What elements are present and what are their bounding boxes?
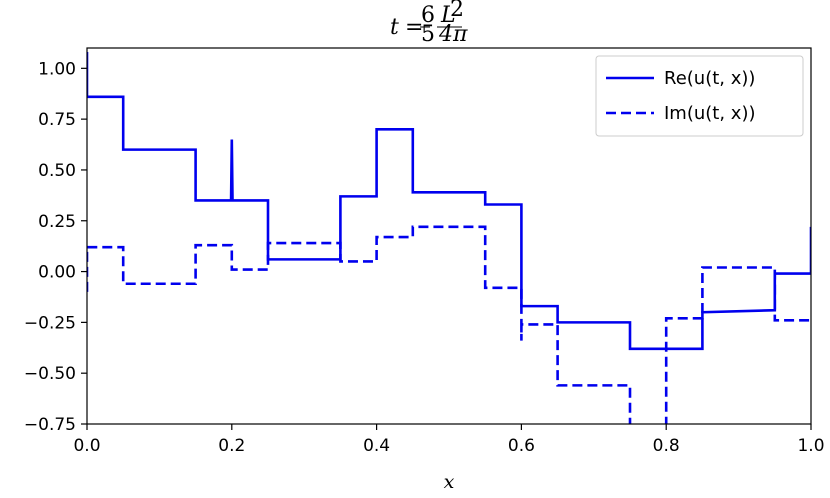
series-line-im — [87, 225, 811, 424]
x-tick-label: 1.0 — [797, 436, 824, 456]
legend: Re(u(t, x)) Im(u(t, x)) — [595, 55, 804, 137]
title-frac2-num-exp: 2 — [450, 0, 464, 22]
title-frac1-num: 6 — [421, 3, 435, 28]
series-layer — [87, 52, 811, 424]
y-tick-label: −0.50 — [24, 364, 76, 384]
chart-title: t = 6 5 L 2 4π — [390, 0, 468, 47]
legend-box — [595, 55, 804, 137]
title-frac2-den: 4π — [438, 22, 468, 47]
y-tick-label: −0.25 — [24, 313, 76, 333]
legend-label-im: Im(u(t, x)) — [664, 103, 756, 124]
y-axis: 1.00 0.75 0.50 0.25 0.00 −0.25 −0.50 −0.75 — [24, 59, 87, 435]
plot-frame — [86, 47, 812, 425]
y-tick-label: 0.00 — [38, 263, 76, 283]
series-line-re — [87, 52, 811, 351]
y-tick-label: −0.75 — [24, 415, 76, 435]
x-tick-label: 0.4 — [363, 436, 390, 456]
x-tick-label: 0.0 — [73, 436, 100, 456]
legend-label-re: Re(u(t, x)) — [664, 68, 755, 89]
title-var: t — [390, 15, 399, 40]
title-equals: = — [405, 15, 423, 40]
x-tick-label: 0.2 — [218, 436, 245, 456]
title-frac1-den: 5 — [421, 22, 435, 47]
y-tick-label: 1.00 — [38, 59, 76, 79]
x-tick-label: 0.8 — [653, 436, 680, 456]
x-axis-label: x — [444, 471, 455, 493]
y-tick-label: 0.75 — [38, 110, 76, 130]
y-tick-label: 0.25 — [38, 212, 76, 232]
y-tick-label: 0.50 — [38, 161, 76, 181]
x-tick-label: 0.6 — [508, 436, 535, 456]
title-frac2-num: L — [440, 3, 456, 28]
x-axis: 0.0 0.2 0.4 0.6 0.8 1.0 — [73, 424, 825, 456]
